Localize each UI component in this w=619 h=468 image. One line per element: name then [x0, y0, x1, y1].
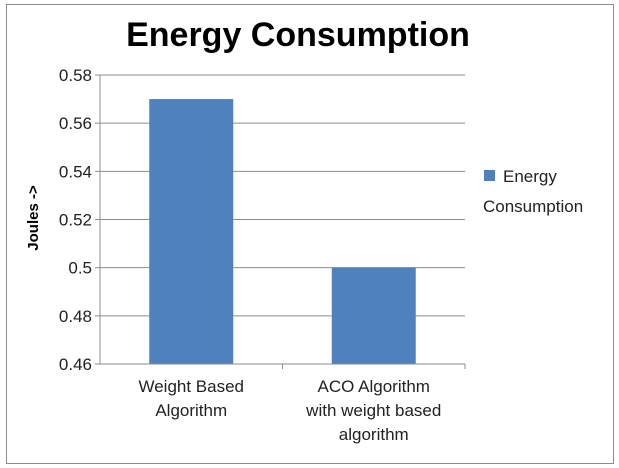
legend-label: Energy Consumption: [483, 167, 583, 216]
y-tick-label: 0.5: [68, 259, 92, 278]
chart-title: Energy Consumption: [126, 16, 470, 54]
y-tick-label: 0.48: [59, 307, 92, 326]
bars: [149, 99, 416, 364]
legend: Energy Consumption: [483, 167, 583, 216]
bar: [331, 267, 416, 364]
y-tick-label: 0.46: [59, 355, 92, 374]
legend-swatch: [484, 170, 495, 181]
axes: [99, 75, 465, 365]
y-tick-label: 0.56: [59, 114, 92, 133]
x-category-label: ACO Algorithm with weight based algorithm: [305, 377, 441, 444]
y-tick-labels: 0.46 0.48 0.5 0.52 0.54 0.56 0.58: [59, 66, 92, 374]
x-category-labels: Weight Based Algorithm ACO Algorithm with w…: [138, 377, 441, 444]
x-category-label: Weight Based Algorithm: [138, 377, 244, 420]
y-axis-label: Joules ->: [25, 185, 42, 251]
y-tick-label: 0.54: [59, 162, 92, 181]
y-tick-label: 0.58: [59, 66, 92, 85]
y-tick-label: 0.52: [59, 211, 92, 230]
bar: [149, 99, 234, 364]
chart-frame: [6, 4, 614, 464]
